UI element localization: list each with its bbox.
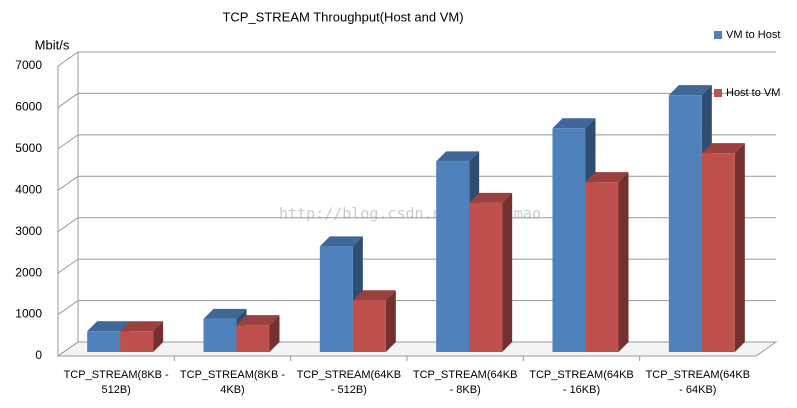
legend-label: Host to VM (726, 87, 780, 99)
bar (552, 128, 586, 352)
y-tick-label: 7000 (15, 58, 42, 72)
bar (436, 161, 470, 352)
grid-line (57, 300, 776, 315)
y-axis-label: Mbit/s (35, 37, 70, 52)
y-tick-label: 6000 (15, 100, 42, 114)
bar (352, 300, 386, 352)
bar-side (502, 192, 513, 352)
y-tick-label: 3000 (15, 224, 42, 238)
grid-line (57, 92, 776, 108)
bar (469, 202, 503, 352)
bar-side (734, 143, 745, 352)
y-tick-label: 0 (35, 348, 42, 362)
x-tick-label: TCP_STREAM(8KB - 4KB) (179, 369, 286, 396)
bar (585, 182, 619, 352)
bar (701, 153, 735, 352)
legend-swatch (714, 89, 722, 97)
legend-swatch (714, 31, 722, 39)
bar-top (436, 151, 480, 162)
bar-top (469, 192, 513, 203)
chart-title: TCP_STREAM Throughput(Host and VM) (222, 9, 463, 24)
bar-top (236, 315, 280, 326)
x-tick-label: TCP_STREAM(64KB - 8KB) (412, 369, 518, 396)
bar-side (618, 172, 629, 352)
bar-top (120, 321, 164, 332)
floor (56, 341, 778, 357)
grid-line (57, 134, 776, 150)
x-tick-label: TCP_STREAM(64KB - 512B) (296, 369, 402, 396)
x-tick-label: TCP_STREAM(8KB - 512B) (63, 369, 169, 396)
bar-top (552, 118, 596, 129)
y-tick-label: 5000 (15, 141, 42, 155)
bar (120, 331, 154, 352)
x-tick-label: TCP_STREAM(64KB - 16KB) (529, 369, 634, 396)
bar-top (701, 143, 745, 154)
bar (203, 318, 237, 352)
grid-line (57, 51, 776, 67)
grid-line (57, 175, 776, 191)
bar-side (385, 290, 396, 352)
bar (236, 325, 270, 352)
y-tick-label: 1000 (15, 307, 42, 321)
bar-top (87, 321, 131, 332)
grid-line (57, 341, 776, 357)
bar (319, 246, 353, 352)
bar-top (203, 308, 247, 319)
x-tick-label: TCP_STREAM(64KB - 64KB) (645, 369, 751, 396)
bar (87, 331, 121, 352)
bar-top (319, 236, 363, 247)
grid-line (57, 217, 776, 233)
bar-side (269, 315, 280, 352)
legend-label: VM to Host (726, 29, 780, 41)
bar-top (352, 290, 396, 301)
y-tick-label: 4000 (15, 182, 42, 196)
grid-line (57, 258, 776, 274)
bar (668, 95, 702, 353)
y-tick-label: 2000 (15, 265, 42, 279)
bar-top (585, 172, 629, 183)
bar-side (153, 321, 164, 352)
bar-top (668, 85, 712, 96)
